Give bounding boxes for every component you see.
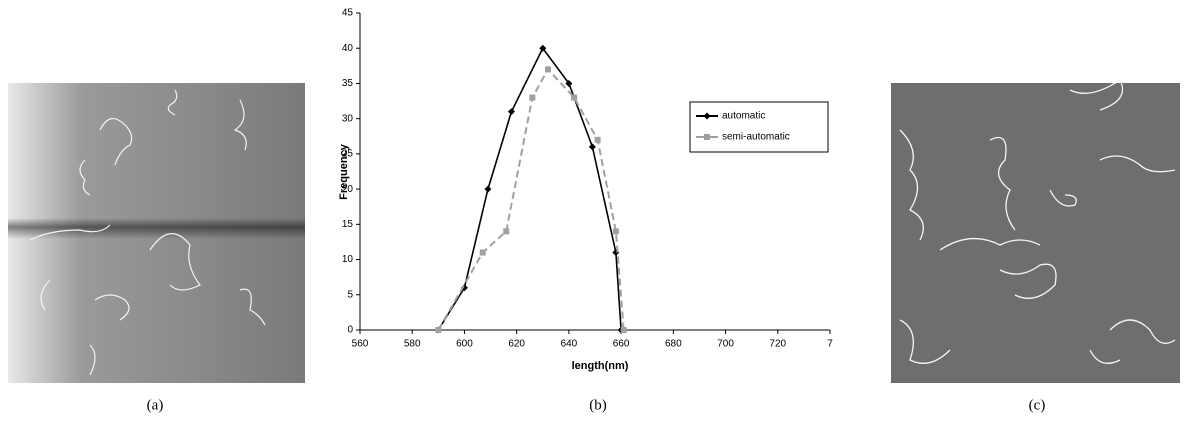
x-tick-label: 660 [613,339,630,350]
data-point [588,143,596,151]
data-point [507,108,515,116]
y-tick-label: 0 [347,325,353,336]
x-tick-label: 680 [665,339,682,350]
x-tick-label: 720 [769,339,786,350]
legend-marker [704,134,710,140]
y-tick-label: 15 [342,219,354,230]
y-tick-label: 40 [342,43,354,54]
data-point [612,228,619,235]
data-point [484,185,492,193]
y-tick-label: 10 [342,254,354,265]
data-point [571,94,578,101]
data-point [545,66,551,73]
y-tick-label: 45 [342,8,354,19]
x-tick-label: 700 [717,339,734,350]
x-tick-label: 620 [508,339,525,350]
y-tick-label: 25 [342,149,354,160]
data-point [594,136,601,143]
y-tick-label: 35 [342,78,354,89]
x-tick-label: 580 [404,339,421,350]
x-tick-label: 560 [352,339,369,350]
y-tick-label: 30 [342,113,354,124]
data-point [620,327,627,333]
series-line [437,67,625,331]
y-tick-label: 20 [342,184,354,195]
data-point [565,79,573,87]
data-point [539,44,547,52]
panel-label: (c) [1029,397,1046,413]
data-point [529,94,536,101]
x-tick-label: 640 [561,339,578,350]
x-tick-label: 600 [456,339,473,350]
afm-image-a [8,83,305,383]
legend-label: automatic [722,111,765,122]
x-axis-label: length(nm) [572,360,629,372]
legend-box [689,101,829,153]
afm-image-c [891,79,1180,383]
data-point [503,228,510,235]
legend-label: semi-automatic [722,132,790,143]
y-tick-label: 5 [347,289,353,300]
panel-label: (a) [147,397,164,413]
legend-marker [703,112,711,120]
panel-label: (b) [589,397,607,413]
y-axis-label: Frequency [338,143,350,200]
data-point [435,327,442,333]
data-point [479,249,486,256]
x-tick-label: 7 [827,339,833,350]
